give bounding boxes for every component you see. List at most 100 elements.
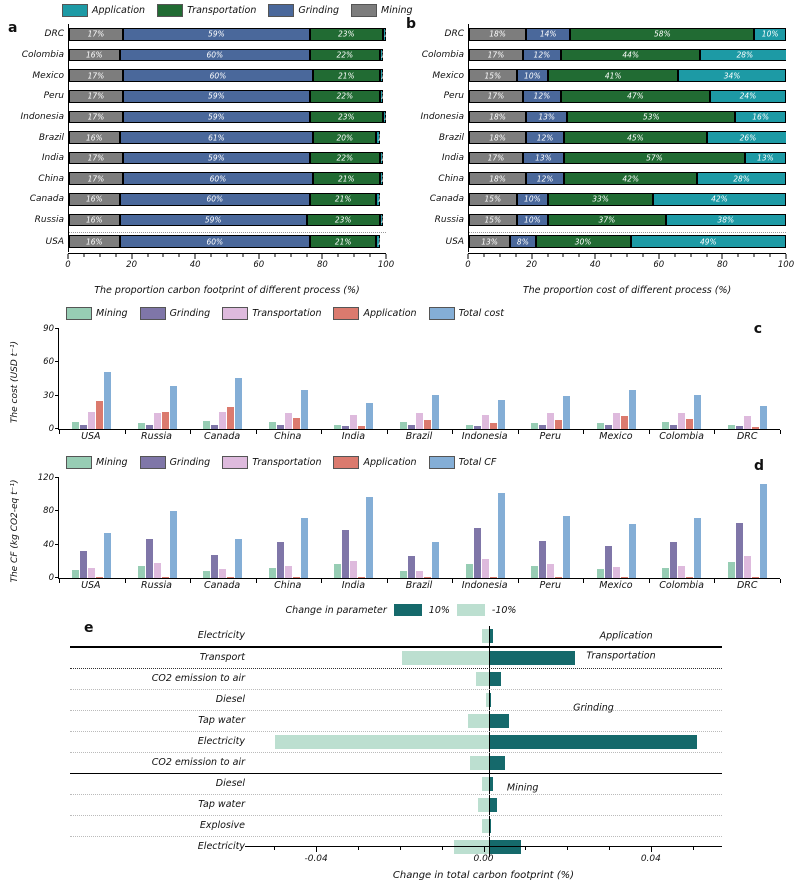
bar-segment-transportation: 21%	[313, 69, 380, 82]
x-tick-label: 60	[253, 260, 265, 270]
category-label: Peru	[539, 431, 562, 442]
country-label: Canada	[29, 194, 64, 205]
bar-grinding	[408, 556, 415, 578]
bar-segment-transportation: 21%	[309, 235, 377, 249]
bar-total-cf	[300, 518, 308, 578]
x-tick-label: 80	[316, 260, 328, 270]
x-axis: -0.04 0.00 0.04	[245, 846, 722, 867]
bar-mining	[465, 563, 473, 578]
bar-row: Peru 17% 12% 47% 24%	[444, 88, 786, 105]
x-tick	[648, 430, 650, 434]
x-tick	[531, 254, 533, 259]
bar-value-label: 13%	[538, 112, 555, 122]
x-tick-label: 0	[65, 260, 71, 270]
bar-value-label: 60%	[206, 194, 224, 204]
bar-application	[686, 577, 694, 578]
bar-segment-mining: 15%	[469, 69, 517, 82]
x-tick	[353, 254, 355, 257]
x-tick	[706, 254, 707, 257]
bar-grinding	[342, 529, 350, 578]
legend-label: Application	[363, 308, 417, 319]
stacked-bar: 15% 10% 37% 38%	[469, 213, 786, 227]
stacked-bar: 17% 59% 22% 1%	[69, 151, 386, 165]
zero-line	[488, 795, 490, 815]
bar-value-label: 1%	[380, 153, 386, 163]
x-tick	[610, 254, 612, 257]
legend-item: Application	[333, 307, 417, 320]
legend-item: Total cost	[428, 307, 504, 320]
bar-mining	[400, 422, 407, 429]
bar-application	[358, 577, 366, 578]
bar-segment-application: 1%	[376, 131, 386, 144]
bar-application	[620, 415, 628, 429]
y-tick-label: 120	[37, 473, 54, 483]
bar-segment-grinding: 60%	[119, 193, 310, 206]
bar-segment-application: 34%	[678, 69, 786, 82]
bar-segment-grinding: 10%	[516, 69, 549, 82]
x-tick	[578, 254, 580, 257]
bar-application	[292, 417, 300, 429]
bar-grinding	[211, 424, 219, 429]
bar-application	[96, 577, 104, 578]
bar-application	[751, 577, 759, 578]
bar-value-label: 10%	[524, 194, 541, 204]
bar-application	[227, 577, 235, 578]
stacked-bar: 17% 12% 44% 28%	[469, 48, 786, 62]
bar-value-label: 16%	[752, 112, 769, 122]
bar-mining	[465, 424, 473, 429]
bar-value-label: 60%	[209, 71, 227, 81]
x-tick	[190, 430, 192, 434]
bar-plus-10	[488, 693, 491, 707]
country-label: DRC	[44, 29, 64, 40]
x-tick	[255, 430, 257, 434]
bar-row: DRC 18% 14% 58% 10%	[445, 26, 786, 43]
tornado-row: Tap water	[70, 711, 722, 732]
x-tick	[306, 254, 307, 257]
country-label: China	[38, 173, 64, 184]
bar-value-label: 23%	[334, 215, 352, 225]
y-tick	[55, 543, 59, 545]
bar-value-label: 21%	[338, 71, 355, 81]
bar-segment-application: 1%	[379, 69, 386, 82]
bar-group	[714, 478, 780, 578]
bar-grinding	[604, 424, 612, 429]
bar-segment-transportation: 44%	[560, 48, 701, 62]
bar-value-label: 26%	[739, 133, 757, 143]
legend-swatch	[268, 4, 295, 17]
bar-segment-mining: 17%	[69, 89, 123, 103]
bar-segment-mining: 17%	[69, 69, 123, 82]
bar-row: Colombia 16% 60% 22% 1%	[22, 47, 386, 64]
bar-value-label: 42%	[711, 194, 728, 204]
bar-segment-grinding: 8%	[510, 235, 536, 249]
bar-segment-grinding: 13%	[522, 151, 565, 165]
tornado-rows: Electricity Transport CO2 emission to air D…	[70, 626, 722, 857]
bar-value-label: 42%	[622, 174, 639, 184]
bar-segment-transportation: 45%	[564, 131, 707, 144]
bar-value-label: 59%	[208, 91, 225, 101]
bar-segment-mining: 16%	[69, 213, 120, 227]
legend-swatch	[66, 307, 92, 320]
bar-total-cost	[432, 394, 439, 429]
bar-segment-application: 28%	[700, 48, 786, 62]
x-tick	[583, 579, 585, 583]
bar-value-label: 41%	[604, 71, 622, 81]
bar-segment-transportation: 21%	[313, 172, 380, 186]
x-tick	[517, 430, 519, 434]
bar-segment-application: 1%	[376, 193, 386, 206]
category-label: Indonesia	[461, 431, 508, 442]
legend-item: Grinding	[268, 4, 339, 17]
bar-transportation	[350, 560, 358, 578]
category-label: Colombia	[659, 431, 704, 442]
bar-group	[256, 329, 322, 429]
bar-grinding	[735, 425, 743, 429]
bar-mining	[137, 565, 145, 578]
legend-label: Total CF	[458, 457, 497, 468]
bar-segment-mining: 17%	[469, 89, 523, 103]
bar-segment-application: 1%	[376, 235, 386, 249]
parameter-label: Transport	[199, 652, 245, 663]
bar-grinding	[670, 542, 678, 578]
bar-value-label: 21%	[338, 174, 355, 184]
bar-value-label: 17%	[487, 50, 505, 60]
country-label: Brazil	[38, 132, 64, 143]
x-tick-label: 0	[465, 260, 471, 270]
